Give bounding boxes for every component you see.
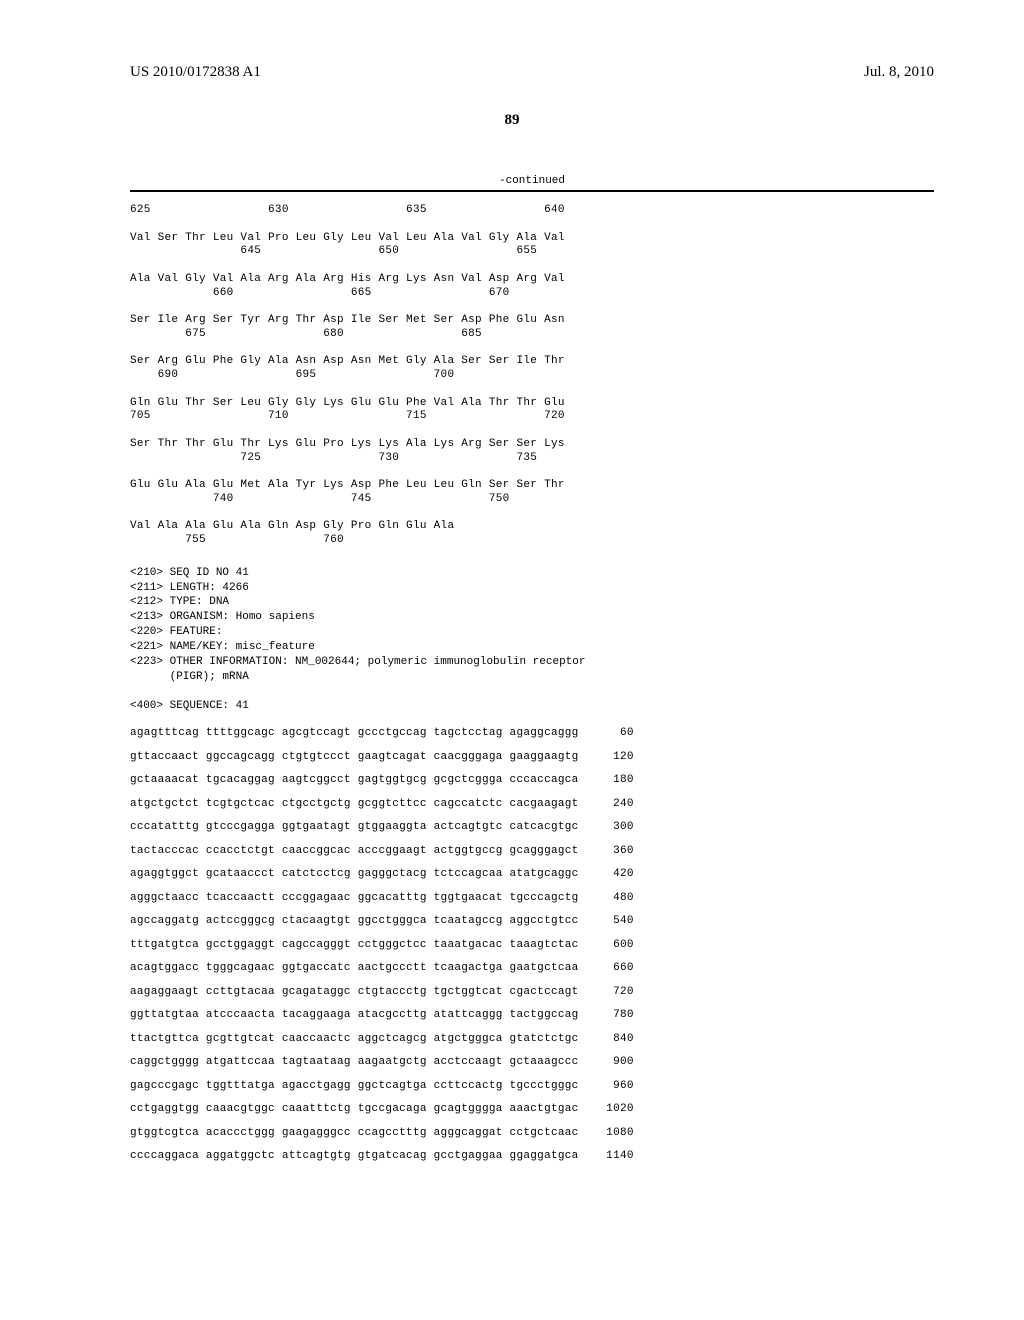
publication-number: US 2010/0172838 A1 (130, 64, 261, 81)
dna-row: tactacccac ccacctctgt caaccggcac acccgga… (130, 846, 934, 857)
continued-label: -continued (130, 175, 934, 187)
dna-row: caggctgggg atgattccaa tagtaataag aagaatg… (130, 1057, 934, 1068)
dna-row: atgctgctct tcgtgctcac ctgcctgctg gcggtct… (130, 799, 934, 810)
dna-row: gagcccgagc tggtttatga agacctgagg ggctcag… (130, 1081, 934, 1092)
divider-rule (130, 190, 934, 192)
dna-row: tttgatgtca gcctggaggt cagccagggt cctgggc… (130, 940, 934, 951)
dna-sequence-block: agagtttcag ttttggcagc agcgtccagt gccctgc… (130, 728, 934, 1162)
publication-date: Jul. 8, 2010 (864, 64, 934, 81)
dna-row: agggctaacc tcaccaactt cccggagaac ggcacat… (130, 893, 934, 904)
protein-sequence-block: 625 630 635 640 Val Ser Thr Leu Val Pro … (130, 204, 934, 548)
sequence-metadata: <210> SEQ ID NO 41 <211> LENGTH: 4266 <2… (130, 566, 934, 714)
dna-row: ccccaggaca aggatggctc attcagtgtg gtgatca… (130, 1151, 934, 1162)
dna-row: acagtggacc tgggcagaac ggtgaccatc aactgcc… (130, 963, 934, 974)
dna-row: ttactgttca gcgttgtcat caaccaactc aggctca… (130, 1034, 934, 1045)
page-number: 89 (0, 112, 1024, 129)
dna-row: aagaggaagt ccttgtacaa gcagataggc ctgtacc… (130, 987, 934, 998)
dna-row: gtggtcgtca acaccctggg gaagagggcc ccagcct… (130, 1128, 934, 1139)
dna-row: ggttatgtaa atcccaacta tacaggaaga atacgcc… (130, 1010, 934, 1021)
content-area: -continued 625 630 635 640 Val Ser Thr L… (130, 175, 934, 1175)
dna-row: gctaaaacat tgcacaggag aagtcggcct gagtggt… (130, 775, 934, 786)
dna-row: agagtttcag ttttggcagc agcgtccagt gccctgc… (130, 728, 934, 739)
dna-row: cccatatttg gtcccgagga ggtgaatagt gtggaag… (130, 822, 934, 833)
dna-row: cctgaggtgg caaacgtggc caaatttctg tgccgac… (130, 1104, 934, 1115)
dna-row: gttaccaact ggccagcagg ctgtgtccct gaagtca… (130, 752, 934, 763)
dna-row: agaggtggct gcataaccct catctcctcg gagggct… (130, 869, 934, 880)
dna-row: agccaggatg actccgggcg ctacaagtgt ggcctgg… (130, 916, 934, 927)
